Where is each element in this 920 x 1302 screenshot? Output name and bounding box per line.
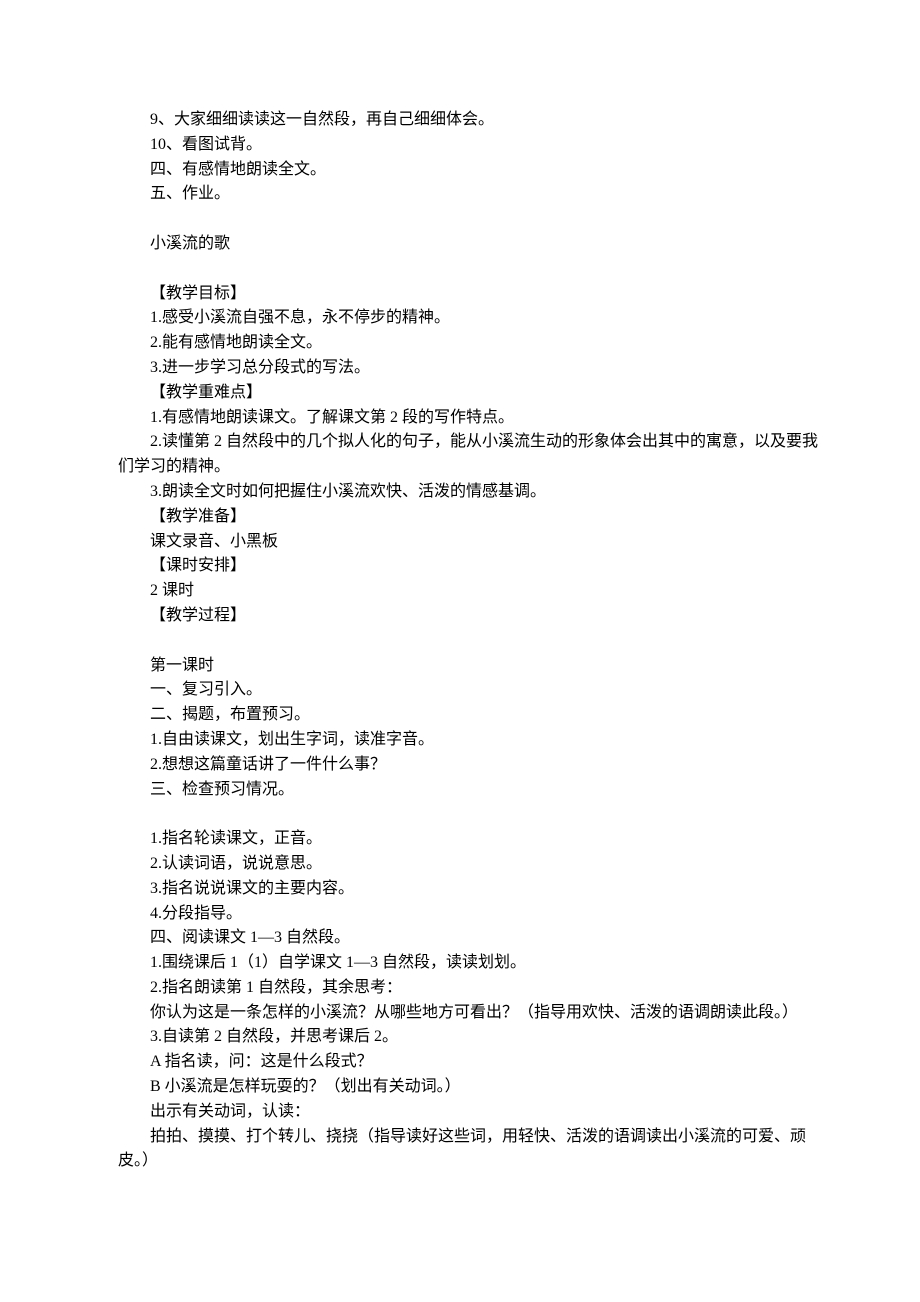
text-line: 课文录音、小黑板: [118, 530, 820, 555]
text-line: 第一课时: [118, 654, 820, 679]
blank-line: [118, 629, 820, 654]
blank-line: [118, 207, 820, 232]
text-line: 【教学重难点】: [118, 381, 820, 406]
text-line: 四、阅读课文 1—3 自然段。: [118, 926, 820, 951]
text-line: 【教学目标】: [118, 282, 820, 307]
blank-line: [118, 257, 820, 282]
text-line: 【教学过程】: [118, 604, 820, 629]
text-line: B 小溪流是怎样玩耍的？（划出有关动词。）: [118, 1075, 820, 1100]
text-line: A 指名读，问：这是什么段式？: [118, 1050, 820, 1075]
text-line: 3.自读第 2 自然段，并思考课后 2。: [118, 1025, 820, 1050]
text-line: 【课时安排】: [118, 554, 820, 579]
text-line: 2.指名朗读第 1 自然段，其余思考：: [118, 976, 820, 1001]
text-line: 一、复习引入。: [118, 678, 820, 703]
blank-line: [118, 802, 820, 827]
text-line: 1.围绕课后 1（1）自学课文 1—3 自然段，读读划划。: [118, 951, 820, 976]
text-line: 二、揭题，布置预习。: [118, 703, 820, 728]
text-line: 出示有关动词，认读：: [118, 1100, 820, 1125]
text-line: 3.朗读全文时如何把握住小溪流欢快、活泼的情感基调。: [118, 480, 820, 505]
text-line: 2.想想这篇童话讲了一件什么事？: [118, 753, 820, 778]
text-line: 1.指名轮读课文，正音。: [118, 827, 820, 852]
text-line: 2 课时: [118, 579, 820, 604]
text-line: 1.感受小溪流自强不息，永不停步的精神。: [118, 306, 820, 331]
text-line: 五、作业。: [118, 182, 820, 207]
text-line: 四、有感情地朗读全文。: [118, 158, 820, 183]
text-line: 2.认读词语，说说意思。: [118, 852, 820, 877]
text-line: 1.自由读课文，划出生字词，读准字音。: [118, 728, 820, 753]
text-line: 【教学准备】: [118, 505, 820, 530]
text-line: 三、检查预习情况。: [118, 778, 820, 803]
document-page: 9、大家细细读读这一自然段，再自己细细体会。10、看图试背。四、有感情地朗读全文…: [0, 0, 920, 1302]
text-line: 3.进一步学习总分段式的写法。: [118, 356, 820, 381]
text-line: 2.读懂第 2 自然段中的几个拟人化的句子，能从小溪流生动的形象体会出其中的寓意…: [118, 430, 820, 480]
text-line: 小溪流的歌: [118, 232, 820, 257]
text-line: 2.能有感情地朗读全文。: [118, 331, 820, 356]
text-line: 拍拍、摸摸、打个转儿、挠挠（指导读好这些词，用轻快、活泼的语调读出小溪流的可爱、…: [118, 1125, 820, 1175]
text-line: 1.有感情地朗读课文。了解课文第 2 段的写作特点。: [118, 406, 820, 431]
text-line: 4.分段指导。: [118, 902, 820, 927]
text-line: 你认为这是一条怎样的小溪流？从哪些地方可看出？（指导用欢快、活泼的语调朗读此段。…: [118, 1001, 820, 1026]
text-line: 3.指名说说课文的主要内容。: [118, 877, 820, 902]
text-line: 9、大家细细读读这一自然段，再自己细细体会。: [118, 108, 820, 133]
text-line: 10、看图试背。: [118, 133, 820, 158]
